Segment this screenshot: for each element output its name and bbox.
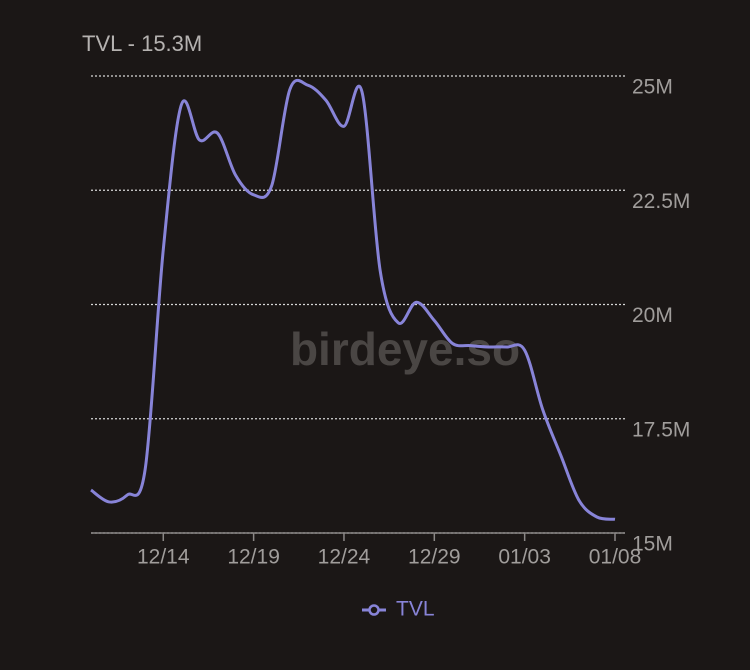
y-tick-label: 15M <box>632 533 673 556</box>
x-tick-label: 12/29 <box>408 546 461 569</box>
x-tick-label: 12/19 <box>227 546 280 569</box>
line <box>90 78 616 521</box>
x-tick-label: 12/24 <box>318 546 371 569</box>
x-tick-label: 01/08 <box>589 546 642 569</box>
chart-title: TVL - 15.3M <box>82 31 202 56</box>
y-tick-label: 17.5M <box>632 418 690 441</box>
watermark: birdeye.so <box>290 323 520 375</box>
legend-marker <box>368 604 380 616</box>
x-tick-label: 01/03 <box>498 546 551 569</box>
y-tick-label: 22.5M <box>632 190 690 213</box>
y-tick-label: 20M <box>632 304 673 327</box>
y-tick-label: 25M <box>632 76 673 99</box>
legend-label: TVL <box>396 598 435 621</box>
x-tick-label: 12/14 <box>137 546 190 569</box>
